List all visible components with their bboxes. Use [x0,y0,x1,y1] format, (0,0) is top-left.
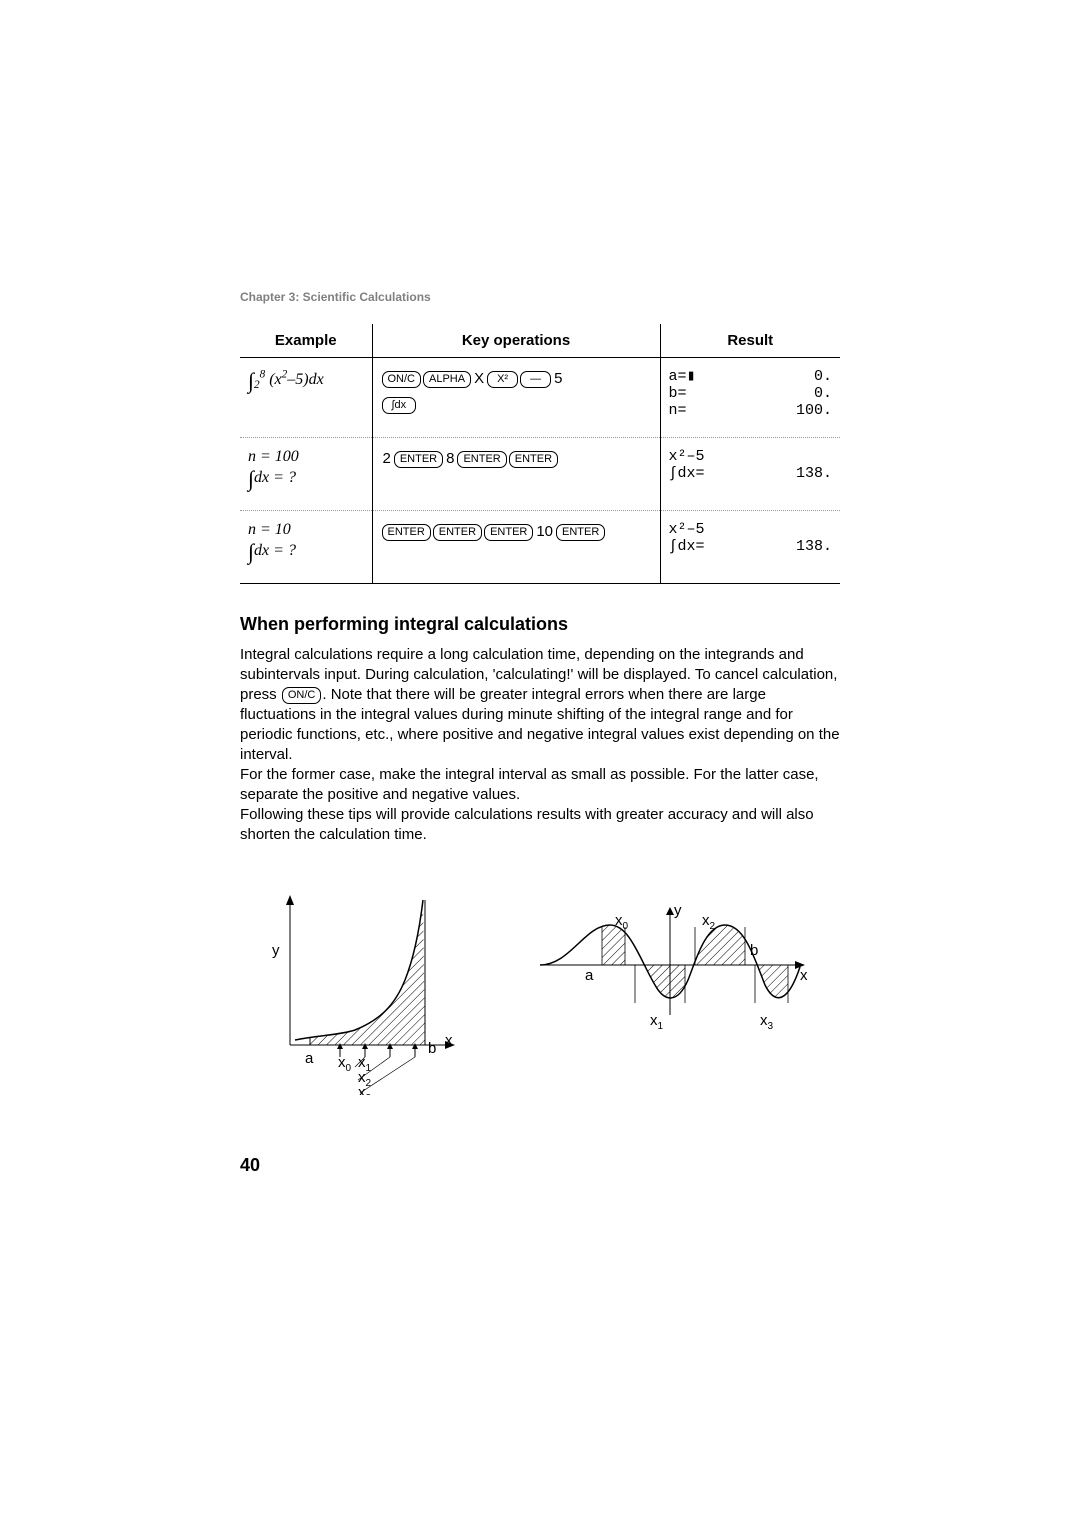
key-operations-cell: ON/CALPHAXX²—5 ∫dx [372,358,660,438]
svg-text:x2: x2 [702,912,716,932]
key-text: X [474,368,484,390]
keycap-icon: ENTER [509,451,558,468]
keycap-icon: ENTER [394,451,443,468]
svg-text:x1: x1 [650,1012,664,1032]
keycap-icon: ENTER [484,524,533,541]
header-example: Example [240,324,372,358]
svg-text:x0: x0 [338,1054,352,1074]
key-operations-cell: 2ENTER8ENTERENTER [372,438,660,511]
result-right: 138. [796,448,832,482]
result-left: x²–5 ∫dx= [669,448,705,482]
svg-text:y: y [674,902,682,919]
page-number: 40 [240,1155,840,1176]
keycap-icon: ALPHA [423,371,471,388]
header-result: Result [660,324,840,358]
svg-text:a: a [305,1050,314,1067]
section-heading: When performing integral calculations [240,614,840,635]
svg-text:x: x [445,1032,453,1049]
result-left: x²–5 ∫dx= [669,521,705,555]
example-table: Example Key operations Result ∫28 (x2–5)… [240,324,840,584]
onc-key-icon: ON/C [282,687,322,704]
keycap-icon: ON/C [382,371,422,388]
result-right: 138. [796,521,832,555]
result-cell: a=▮ b= n= 0. 0. 100. [660,358,840,438]
keycap-icon: ENTER [433,524,482,541]
result-left: a=▮ b= n= [669,368,696,419]
svg-text:y: y [272,942,280,959]
result-cell: x²–5 ∫dx= 138. [660,438,840,511]
result-cell: x²–5 ∫dx= 138. [660,511,840,584]
key-text: 8 [446,448,454,470]
body-paragraph: Integral calculations require a long cal… [240,645,840,765]
svg-text:x3: x3 [760,1012,774,1032]
key-operations-cell: ENTERENTERENTER10ENTER [372,511,660,584]
page: Chapter 3: Scientific Calculations Examp… [0,0,1080,1256]
key-text: 5 [554,368,562,390]
keycap-icon: ENTER [382,524,431,541]
svg-text:b: b [750,942,758,959]
chapter-header: Chapter 3: Scientific Calculations [240,290,840,304]
figures-row: yabxx0x1x2x3 yabxx0x1x2x3 [240,885,840,1095]
keycap-icon: ENTER [556,524,605,541]
svg-text:a: a [585,967,594,984]
body-paragraph: Following these tips will provide calcul… [240,805,840,845]
svg-text:b: b [428,1040,436,1057]
svg-text:x: x [800,967,808,984]
key-text: 10 [536,521,553,543]
integral-figure-1: yabxx0x1x2x3 [240,885,500,1095]
keycap-icon: ENTER [457,451,506,468]
result-right: 0. 0. 100. [796,368,832,419]
body-paragraph: For the former case, make the integral i… [240,765,840,805]
header-key: Key operations [372,324,660,358]
keycap-icon: ∫dx [382,397,417,414]
body-text-1b: . Note that there will be greater integr… [240,686,840,763]
keycap-icon: — [520,371,551,388]
key-text: 2 [383,448,391,470]
example-cell: n = 100∫dx = ? [240,438,372,511]
keycap-icon: X² [487,371,518,388]
example-cell: ∫28 (x2–5)dx [240,358,372,438]
integral-figure-2: yabxx0x1x2x3 [530,885,810,1045]
example-cell: n = 10∫dx = ? [240,511,372,584]
